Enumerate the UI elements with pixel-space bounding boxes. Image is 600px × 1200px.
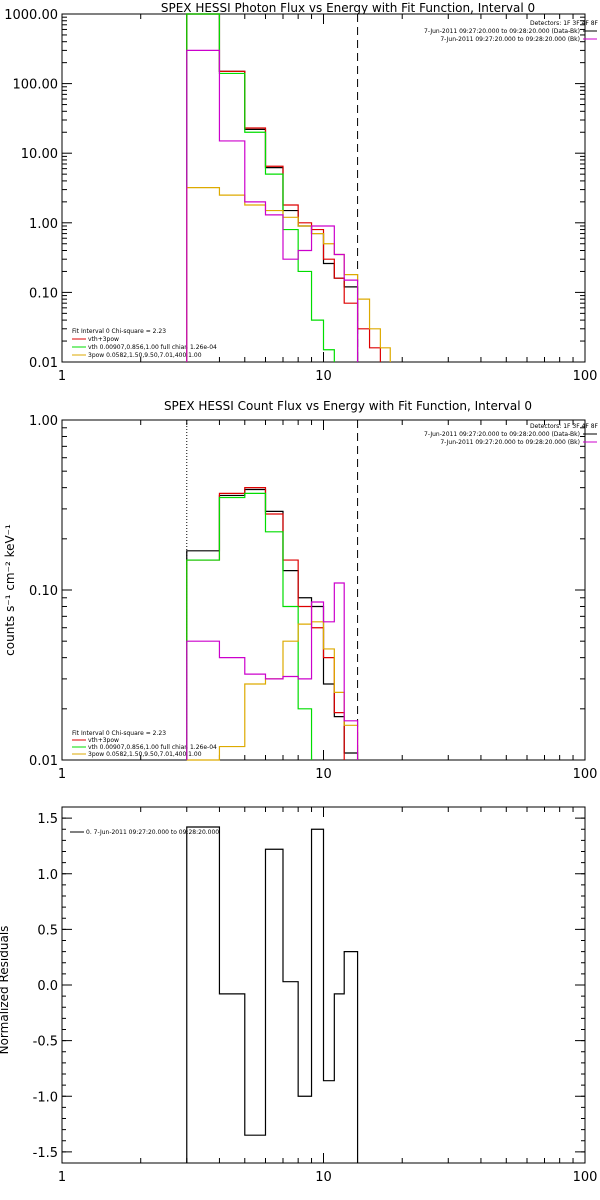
residuals-ylabel: Normalized Residuals [0,926,11,1055]
y-tick-label: 0.0 [37,979,58,994]
residuals-panel: Normalized Residuals 0. 7-Jun-2011 09:27… [0,806,598,1185]
histogram-series-4 [186,49,359,362]
y-tick-label: -1.5 [33,1146,58,1161]
y-tick-label: 0.10 [29,286,58,301]
histogram-series-1 [186,487,345,760]
y-tick-label: 1.0 [37,868,58,883]
y-tick-label: 0.5 [37,923,58,938]
count-legend-bk: 7-Jun-2011 09:27:20.000 to 09:28:20.000 … [440,439,580,446]
count-flux-ylabel: counts s⁻¹ cm⁻² keV⁻¹ [3,524,17,656]
photon-fit-legend-total: vth+3pow [88,336,119,343]
residuals-legend: 0. 7-Jun-2011 09:27:20.000 to 09:28:20.0… [86,829,219,836]
photon-fit-legend-vth: vth 0.00907,0.856,1.00 full chian 1.26e-… [88,344,217,351]
plot-frame [61,13,586,363]
y-tick-label: 1000.00 [4,8,58,23]
histogram-series-3 [186,187,391,362]
y-tick-label: 1.5 [37,812,58,827]
count-flux-panel: SPEX HESSI Count Flux vs Energy with Fit… [3,399,599,782]
x-tick-label: 10 [315,767,332,782]
photon-flux-panel: SPEX HESSI Photon Flux vs Energy with Fi… [4,1,598,384]
x-tick-label: 100 [573,767,598,782]
count-fit-header: Fit Interval 0 Chi-square = 2.23 [72,730,166,737]
photon-legend-bk: 7-Jun-2011 09:27:20.000 to 09:28:20.000 … [440,36,580,43]
count-fit-legend-vth: vth 0.00907,0.856,1.00 full chian 1.26e-… [88,744,217,751]
photon-legend-data-bk: 7-Jun-2011 09:27:20.000 to 09:28:20.000 … [424,28,580,35]
x-tick-label: 100 [573,369,598,384]
y-tick-label: 1.00 [29,414,58,429]
x-tick-label: 1 [58,369,66,384]
photon-flux-title: SPEX HESSI Photon Flux vs Energy with Fi… [161,1,535,15]
count-legend-data-bk: 7-Jun-2011 09:27:20.000 to 09:28:20.000 … [424,431,580,438]
y-tick-label: 0.10 [29,584,58,599]
count-flux-title: SPEX HESSI Count Flux vs Energy with Fit… [164,399,532,413]
y-tick-label: 0.01 [29,356,58,371]
count-detectors-label: Detectors: 1F 3F 4F 8F [530,423,599,430]
x-tick-label: 1 [58,1170,66,1185]
histogram-series-0 [186,488,359,760]
y-tick-label: -1.0 [33,1090,58,1105]
plot-frame [61,419,586,761]
x-tick-label: 10 [315,369,332,384]
count-fit-legend-total: vth+3pow [88,737,119,744]
count-fit-legend-3pow: 3pow 0.0582,1.50,9.50,7.01,400,1.00 [88,751,202,758]
y-tick-label: 100.00 [13,78,59,93]
x-tick-label: 100 [573,1170,598,1185]
x-tick-label: 10 [315,1170,332,1185]
y-tick-label: 10.00 [21,147,58,162]
histogram-series-4 [186,582,359,760]
photon-fit-legend-3pow: 3pow 0.0582,1.50,9.50,7.01,400,1.00 [88,352,202,359]
histogram-series-0 [186,826,359,1163]
y-tick-label: 0.01 [29,754,58,769]
y-tick-label: -0.5 [33,1035,58,1050]
histogram-series-3 [186,621,359,761]
y-tick-label: 1.00 [29,217,58,232]
histogram-series-2 [186,492,313,760]
photon-fit-header: Fit Interval 0 Chi-square = 2.23 [72,328,166,335]
photon-detectors-label: Detectors: 1F 3F 4F 8F [530,20,599,27]
x-tick-label: 1 [58,767,66,782]
